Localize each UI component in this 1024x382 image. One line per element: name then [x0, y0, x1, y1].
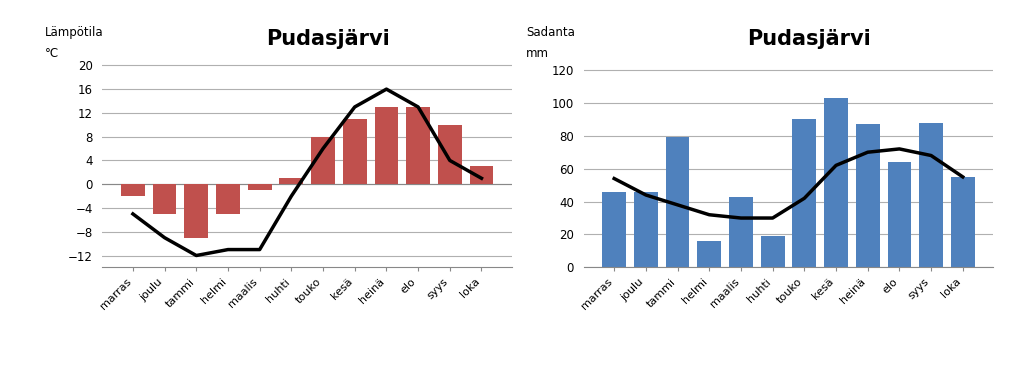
Bar [311, 137, 335, 184]
Bar [666, 138, 689, 267]
Bar [216, 184, 240, 214]
Text: mm: mm [526, 47, 549, 60]
Title: Pudasjärvi: Pudasjärvi [266, 29, 389, 49]
Bar [248, 184, 271, 190]
Bar [824, 98, 848, 267]
Title: Pudasjärvi: Pudasjärvi [748, 29, 870, 49]
Bar [438, 125, 462, 184]
Bar [697, 241, 721, 267]
Bar [407, 107, 430, 184]
Bar [602, 192, 626, 267]
Bar [634, 192, 657, 267]
Bar [729, 197, 753, 267]
Bar [888, 162, 911, 267]
Text: Sadanta: Sadanta [526, 26, 575, 39]
Bar [153, 184, 176, 214]
Bar [793, 119, 816, 267]
Bar [951, 177, 975, 267]
Text: Lämpötila: Lämpötila [45, 26, 103, 39]
Text: °C: °C [45, 47, 59, 60]
Bar [470, 167, 494, 184]
Bar [280, 178, 303, 184]
Bar [761, 236, 784, 267]
Bar [184, 184, 208, 238]
Bar [375, 107, 398, 184]
Bar [856, 124, 880, 267]
Bar [343, 119, 367, 184]
Bar [920, 123, 943, 267]
Bar [121, 184, 144, 196]
